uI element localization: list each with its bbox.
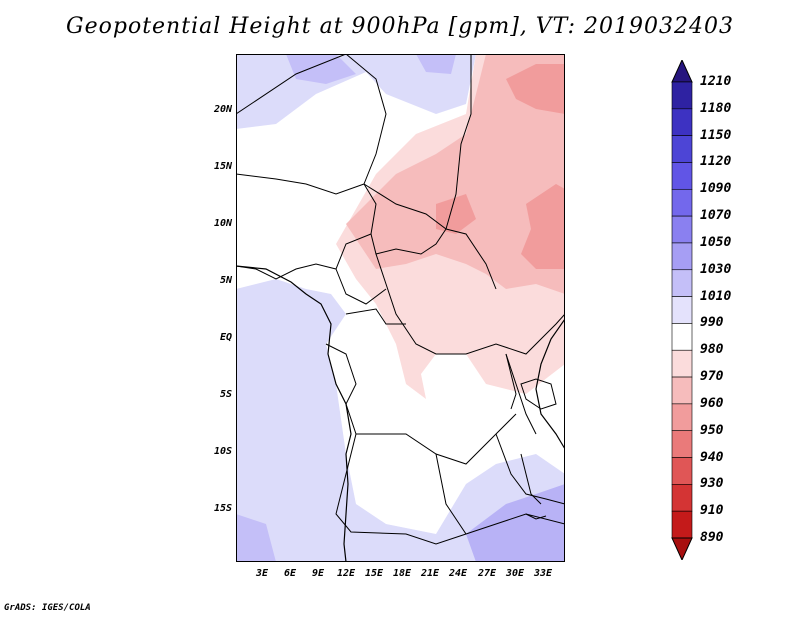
lat-label: 20N [213,104,232,115]
field-970 [346,54,565,294]
colorbar-label: 910 [700,503,724,519]
lon-label: 27E [478,568,497,579]
colorbar-segment [671,242,693,271]
colorbar-segment [671,457,693,485]
colorbar-segment [671,81,693,110]
lat-label: 15N [213,161,232,172]
colorbar-segment [671,215,693,244]
country-borders [236,54,565,545]
colorbar-segment [671,296,693,324]
colorbar-segment [671,108,693,136]
colorbar-segment [671,135,693,163]
colorbar-segment [671,484,693,512]
lat-label: 5N [219,275,232,286]
lon-label: 18E [393,568,412,579]
field-960 [436,64,565,269]
colorbar-label: 930 [700,476,724,492]
colorbar-segment [671,269,693,297]
lon-label: 6E [284,568,297,579]
colorbar-label: 960 [700,395,724,411]
colorbar-label: 1070 [700,208,732,224]
lon-label: 3E [256,568,269,579]
colorbar-label: 1030 [700,261,732,277]
colorbar-label: 1210 [700,74,732,89]
lon-label: 30E [506,568,525,579]
colorbar-label: 950 [700,422,724,438]
lon-label: 9E [312,568,325,579]
colorbar-label: 1010 [700,288,732,304]
colorbar-label: 940 [700,449,724,465]
lat-label: EQ [219,332,232,343]
colorbar-segment [671,537,693,560]
colorbar-segment [671,162,693,190]
colorbar-label: 1150 [700,127,732,143]
colorbar-label: 980 [700,342,724,358]
lon-label: 15E [365,568,384,579]
map-frame [236,54,565,562]
colorbar-label: 1180 [700,100,732,116]
lakes [505,353,557,520]
lon-label: 33E [534,568,553,579]
lon-label: 24E [449,568,468,579]
lon-label: 21E [421,568,440,579]
map-panel [236,54,565,562]
coastline [236,265,565,562]
lat-label: 5S [219,389,232,400]
chart-title: Geopotential Height at 900hPa [gpm], VT:… [66,14,734,39]
colorbar-segment [671,188,693,217]
colorbar-label: 1050 [700,234,732,250]
colorbar-segment [671,510,693,539]
colorbar-segment [671,60,693,83]
colorbar-segment [671,430,693,458]
colorbar-label: 890 [700,530,724,545]
lat-label: 15S [213,503,232,514]
colorbar-segment [671,403,693,432]
colorbar-segment [671,376,693,405]
colorbar-segment [671,349,693,378]
lat-label: 10N [213,218,232,229]
credit-text: GrADS: IGES/COLA [4,603,91,613]
lon-label: 12E [337,568,356,579]
colorbar-label: 1090 [700,181,732,197]
lat-label: 10S [213,446,232,457]
colorbar-label: 990 [700,315,724,331]
colorbar-label: 1120 [700,154,732,170]
colorbar-label: 970 [700,369,724,385]
colorbar-segment [671,323,693,351]
colorbar [671,60,693,560]
